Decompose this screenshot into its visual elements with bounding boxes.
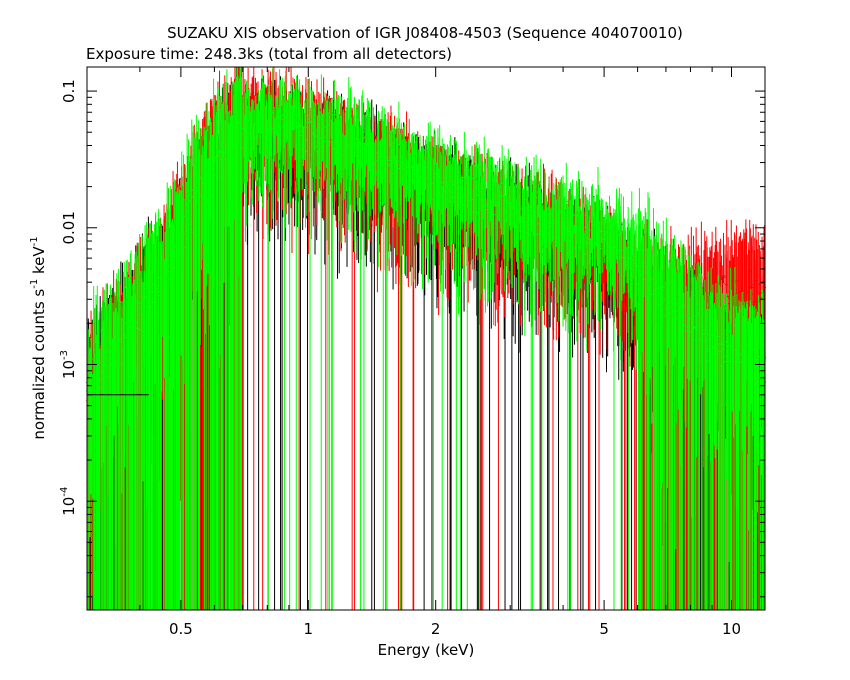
series-3 — [86, 67, 767, 610]
series-layer — [86, 67, 767, 610]
chart-title: SUZAKU XIS observation of IGR J08408-450… — [167, 24, 683, 42]
chart-subtitle: Exposure time: 248.3ks (total from all d… — [86, 45, 452, 63]
